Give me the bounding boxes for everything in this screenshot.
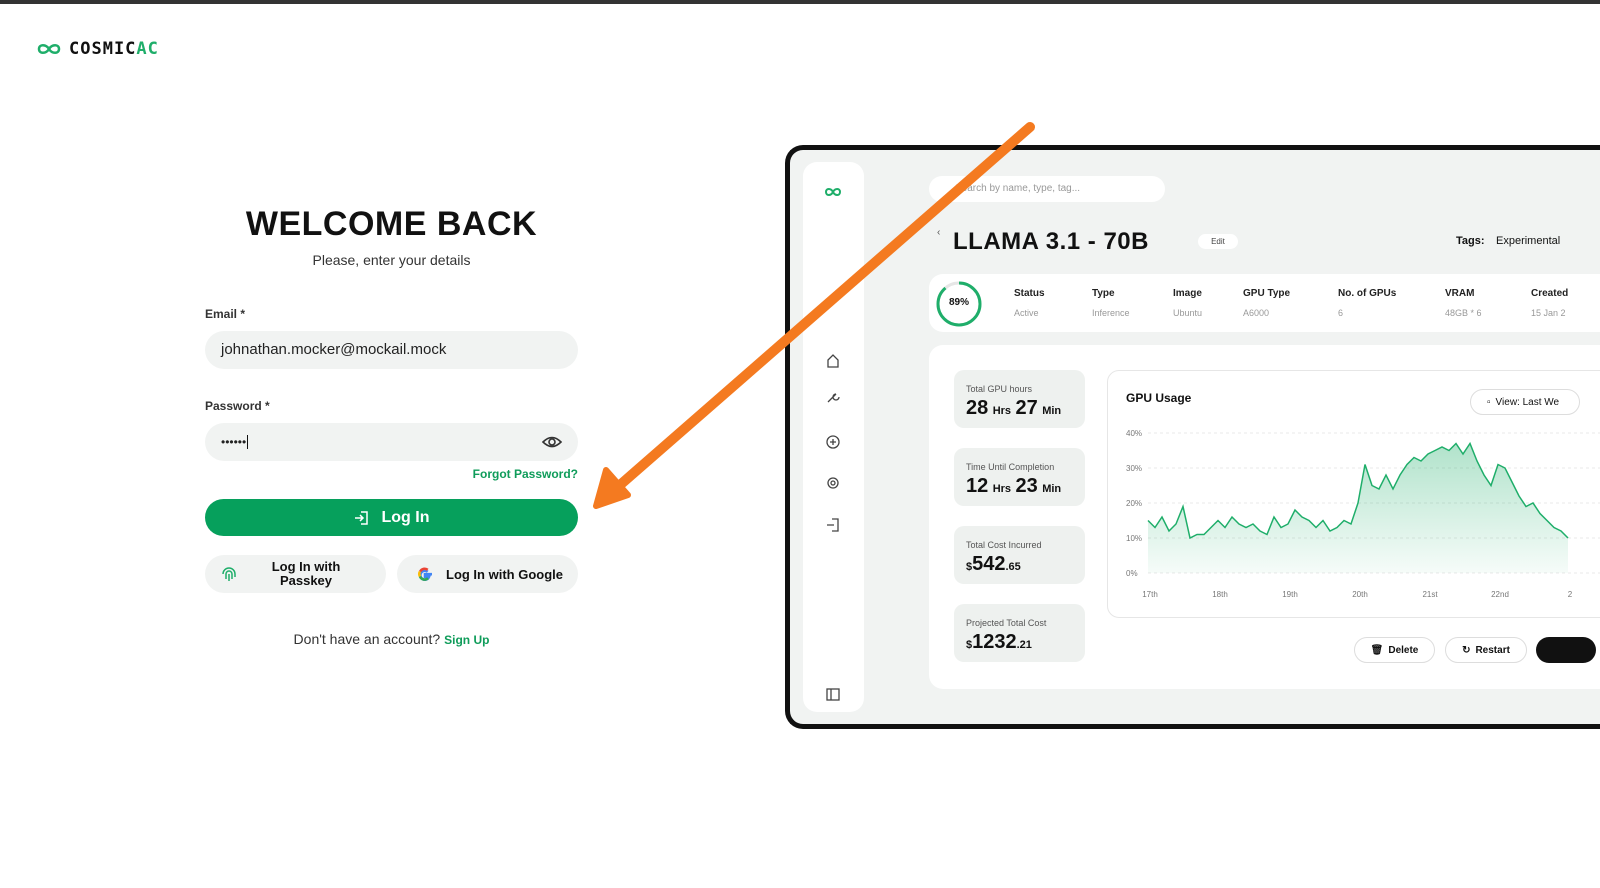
info-value: A6000 [1243,308,1270,318]
info-value: Ubuntu [1173,308,1203,318]
info-heading: Created [1531,288,1569,299]
card-unit: Min [1042,483,1062,495]
google-text: Log In with Google [446,566,563,582]
card-value: 28 [966,397,989,419]
info-heading: Type [1092,288,1115,299]
card-label: Total GPU hours [966,384,1033,394]
info-column: Created 15 Jan 2 [1531,288,1568,318]
chart-panel: GPU Usage ▫ View: Last We [1107,370,1600,618]
logo-icon [37,44,61,54]
restart-button[interactable]: ↻ Restart [1445,637,1527,663]
card-label: Time Until Completion [966,462,1055,472]
info-column: GPU Type A6000 [1243,288,1290,318]
password-value: •••••• [221,435,247,449]
card: Projected Total Cost $1232.21 [954,604,1085,662]
login-button[interactable]: Log In [205,499,578,536]
view-select[interactable]: ▫ View: Last We [1470,389,1580,415]
chart-title: GPU Usage [1126,391,1192,405]
info-column: VRAM 48GB * 6 [1445,288,1482,318]
google-icon [418,567,432,582]
card-unit: Hrs [992,483,1012,495]
info-column: Image Ubuntu [1173,288,1202,318]
card-cents: .21 [1016,639,1032,651]
card-value: 12 [966,475,989,497]
login-title: WELCOME BACK [245,205,538,243]
restart-text: Restart [1475,644,1510,656]
fingerprint-icon [222,567,236,581]
info-column: No. of GPUs 6 [1338,288,1396,318]
info-column: Type Inference [1092,288,1130,318]
tags-label: Tags: [1456,235,1485,247]
password-label: Password * [205,399,270,413]
login-icon [354,510,368,525]
passkey-button[interactable]: Log In with Passkey [205,555,386,593]
progress-label: 89% [948,297,969,308]
card-label: Projected Total Cost [966,618,1047,628]
info-heading: Image [1173,288,1202,299]
card-unit: Hrs [992,405,1012,417]
card-unit: Min [1042,405,1062,417]
info-value: 15 Jan 2 [1531,308,1566,318]
view-text: View: Last We [1495,396,1560,408]
forgot-password[interactable]: Forgot Password? [472,467,578,481]
dashboard-preview: Search by name, type, tag... ‹ LLAMA 3.1… [785,145,1600,729]
card: Time Until Completion 12 Hrs 23 Min [954,448,1085,506]
card-currency: $ [966,561,973,573]
info-value: 6 [1338,308,1344,318]
email-input[interactable]: johnathan.mocker@mockail.mock [205,331,578,369]
card-value: 23 [1015,475,1038,497]
passkey-text: Log In with Passkey [271,559,341,588]
card-label: Total Cost Incurred [966,540,1042,550]
main-panel: Total GPU hours 28 Hrs 27 Min Time Until … [929,345,1600,689]
tag: Experimental [1496,235,1561,247]
info-heading: VRAM [1445,288,1475,299]
stop-button[interactable] [1536,637,1596,663]
top-bar [0,0,1600,4]
password-input[interactable]: •••••• [205,423,578,461]
logo-accent: AC [136,39,159,59]
login-subtitle: Please, enter your details [312,252,471,268]
card-currency: $ [966,639,973,651]
signup-row: Don't have an account? Sign Up [205,631,578,647]
info-heading: Status [1014,288,1045,299]
delete-text: Delete [1388,644,1419,656]
arrow-head [593,467,631,509]
logo-text: COSMIC [69,39,137,59]
email-label: Email * [205,307,246,321]
sidebar-icons [824,188,842,701]
card: Total Cost Incurred $542.65 [954,526,1085,584]
info-column: Status Active [1014,288,1045,318]
search-placeholder: Search by name, type, tag... [955,183,1081,194]
card-value: 542 [972,553,1006,575]
dashboard-title: LLAMA 3.1 - 70B [953,228,1149,255]
signup-prompt: Don't have an account? [293,631,441,647]
card-cents: .65 [1005,561,1021,573]
card-value: 1232 [972,631,1017,653]
card: Total GPU hours 28 Hrs 27 Min [954,370,1085,428]
back-icon[interactable]: ‹ [937,227,941,238]
info-heading: No. of GPUs [1338,288,1397,299]
edit-button[interactable]: Edit [1198,234,1238,249]
signup-link[interactable]: Sign Up [444,633,490,647]
show-password[interactable] [541,434,563,450]
edit-text: Edit [1211,237,1225,246]
sidebar [803,162,864,712]
card-value: 27 [1015,397,1038,419]
info-strip: 89% Status Active Type Inference Image Ubuntu… [929,274,1600,332]
delete-button[interactable]: 🗑 Delete [1354,637,1435,663]
login-button-text: Log In [381,508,430,526]
logo: COSMICAC [37,39,159,59]
google-button[interactable]: Log In with Google [397,555,578,593]
search-box[interactable]: Search by name, type, tag... [929,176,1165,202]
info-value: Inference [1092,308,1130,318]
info-value: 48GB * 6 [1445,308,1482,318]
info-value: Active [1014,308,1039,318]
info-heading: GPU Type [1243,288,1291,299]
